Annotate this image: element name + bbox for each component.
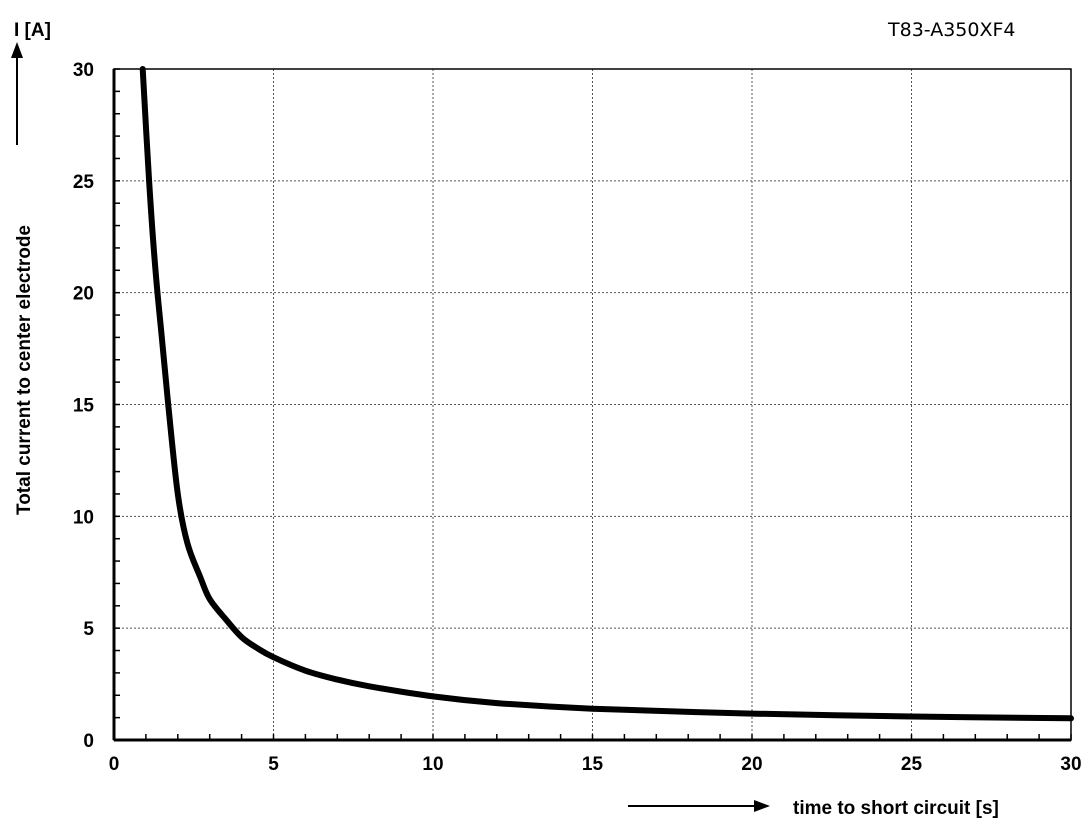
x-tick-label: 15	[582, 754, 604, 775]
x-tick-labels: 0 5 10 15 20 25 30	[109, 754, 1082, 775]
y-tick-label: 10	[73, 507, 94, 528]
y-axis-label: Total current to center electrode	[14, 225, 35, 515]
plot-frame	[113, 68, 1072, 741]
y-arrow	[11, 42, 23, 145]
y-tick-label: 30	[73, 60, 94, 81]
y-tick-label: 0	[83, 731, 94, 752]
x-arrow	[628, 800, 770, 812]
y-tick-label: 20	[73, 284, 94, 305]
series-line	[139, 66, 1074, 722]
y-tick-labels: 0 5 10 15 20 25 30	[73, 60, 95, 752]
grid	[114, 69, 1071, 740]
x-axis-label: time to short circuit [s]	[793, 798, 999, 819]
x-tick-label: 10	[422, 754, 443, 775]
x-tick-label: 20	[741, 754, 762, 775]
y-tick-label: 5	[83, 619, 94, 640]
y-unit-label: I [A]	[14, 20, 51, 41]
y-tick-label: 25	[73, 172, 95, 193]
x-tick-label: 25	[901, 754, 923, 775]
x-tick-label: 30	[1060, 754, 1081, 775]
chart-title: T83-A350XF4	[887, 19, 1016, 41]
x-tick-label: 0	[109, 754, 120, 775]
y-tick-label: 15	[73, 396, 95, 417]
x-tick-label: 5	[268, 754, 279, 775]
